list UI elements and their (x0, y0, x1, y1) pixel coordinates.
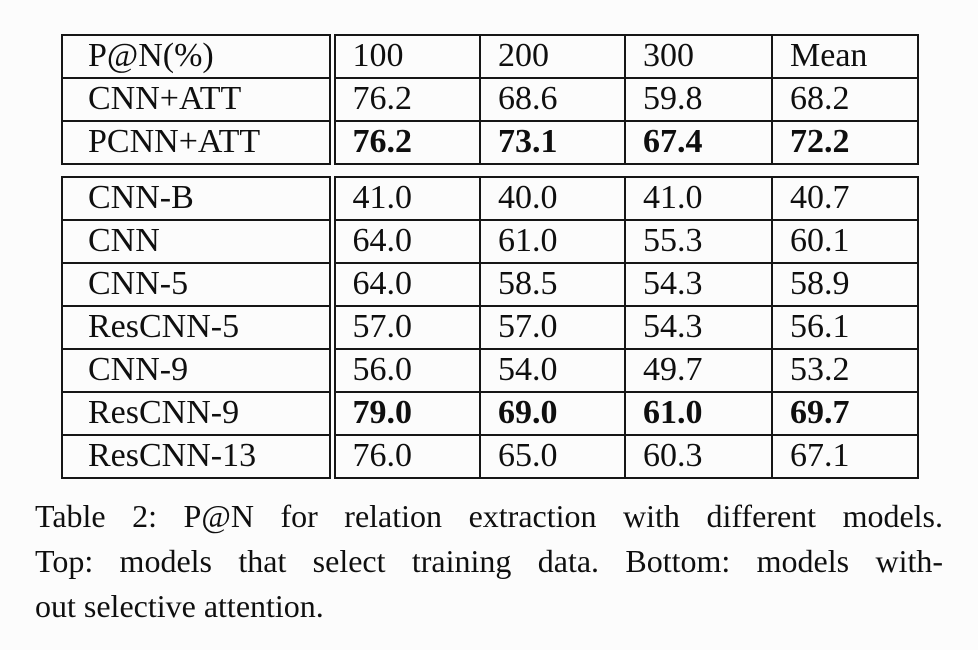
header-cell-mean: Mean (771, 34, 919, 79)
value-cell: 55.3 (624, 219, 773, 264)
value-cell: 60.3 (624, 434, 773, 479)
value-cell: 67.4 (624, 120, 773, 165)
model-cell: ResCNN-13 (61, 434, 336, 479)
value-cell: 61.0 (624, 391, 773, 436)
value-cell: 54.3 (624, 305, 773, 350)
value-cell: 69.0 (479, 391, 626, 436)
pn-table-top-section: P@N(%) 100 200 300 Mean CNN+ATT 76.2 68.6 5… (61, 34, 919, 165)
value-cell: 58.9 (771, 262, 919, 307)
value-cell: 57.0 (479, 305, 626, 350)
value-cell: 68.2 (771, 77, 919, 122)
model-cell: CNN+ATT (61, 77, 336, 122)
value-cell: 65.0 (479, 434, 626, 479)
model-cell: PCNN+ATT (61, 120, 336, 165)
value-cell: 76.0 (331, 434, 481, 479)
model-cell: CNN (61, 219, 336, 264)
value-cell: 53.2 (771, 348, 919, 393)
value-cell: 57.0 (331, 305, 481, 350)
caption-line-1: Table 2: P@N for relation extraction wit… (35, 498, 943, 534)
value-cell: 40.0 (479, 176, 626, 221)
table-row: ResCNN-9 79.0 69.0 61.0 69.7 (61, 391, 919, 436)
model-cell: ResCNN-5 (61, 305, 336, 350)
header-cell-300: 300 (624, 34, 773, 79)
header-cell-100: 100 (331, 34, 481, 79)
model-cell: CNN-5 (61, 262, 336, 307)
caption-line-2: Top: models that select training data. B… (35, 543, 943, 579)
value-cell: 40.7 (771, 176, 919, 221)
value-cell: 79.0 (331, 391, 481, 436)
header-cell-200: 200 (479, 34, 626, 79)
table-row: CNN-9 56.0 54.0 49.7 53.2 (61, 348, 919, 393)
caption-line-3: out selective attention. (35, 588, 324, 624)
value-cell: 56.1 (771, 305, 919, 350)
value-cell: 76.2 (331, 120, 481, 165)
table-row: ResCNN-5 57.0 57.0 54.3 56.1 (61, 305, 919, 350)
value-cell: 56.0 (331, 348, 481, 393)
model-cell: CNN-B (61, 176, 336, 221)
value-cell: 67.1 (771, 434, 919, 479)
value-cell: 64.0 (331, 219, 481, 264)
header-row: P@N(%) 100 200 300 Mean (61, 34, 919, 79)
value-cell: 72.2 (771, 120, 919, 165)
value-cell: 76.2 (331, 77, 481, 122)
table-caption: Table 2: P@N for relation extraction wit… (35, 494, 943, 629)
model-cell: CNN-9 (61, 348, 336, 393)
value-cell: 64.0 (331, 262, 481, 307)
value-cell: 49.7 (624, 348, 773, 393)
value-cell: 61.0 (479, 219, 626, 264)
pn-table-bottom-section: CNN-B 41.0 40.0 41.0 40.7 CNN 64.0 61.0 55.3 60.1… (61, 176, 919, 479)
value-cell: 41.0 (331, 176, 481, 221)
table-row: CNN 64.0 61.0 55.3 60.1 (61, 219, 919, 264)
value-cell: 54.0 (479, 348, 626, 393)
value-cell: 41.0 (624, 176, 773, 221)
value-cell: 58.5 (479, 262, 626, 307)
table-row: CNN-B 41.0 40.0 41.0 40.7 (61, 176, 919, 221)
model-cell: ResCNN-9 (61, 391, 336, 436)
value-cell: 54.3 (624, 262, 773, 307)
pn-table-figure: P@N(%) 100 200 300 Mean CNN+ATT 76.2 68.6 5… (61, 34, 919, 479)
value-cell: 69.7 (771, 391, 919, 436)
table-row: CNN-5 64.0 58.5 54.3 58.9 (61, 262, 919, 307)
table-row: ResCNN-13 76.0 65.0 60.3 67.1 (61, 434, 919, 479)
table-row: PCNN+ATT 76.2 73.1 67.4 72.2 (61, 120, 919, 165)
value-cell: 60.1 (771, 219, 919, 264)
table-row: CNN+ATT 76.2 68.6 59.8 68.2 (61, 77, 919, 122)
header-cell-pn: P@N(%) (61, 34, 336, 79)
value-cell: 59.8 (624, 77, 773, 122)
value-cell: 73.1 (479, 120, 626, 165)
value-cell: 68.6 (479, 77, 626, 122)
